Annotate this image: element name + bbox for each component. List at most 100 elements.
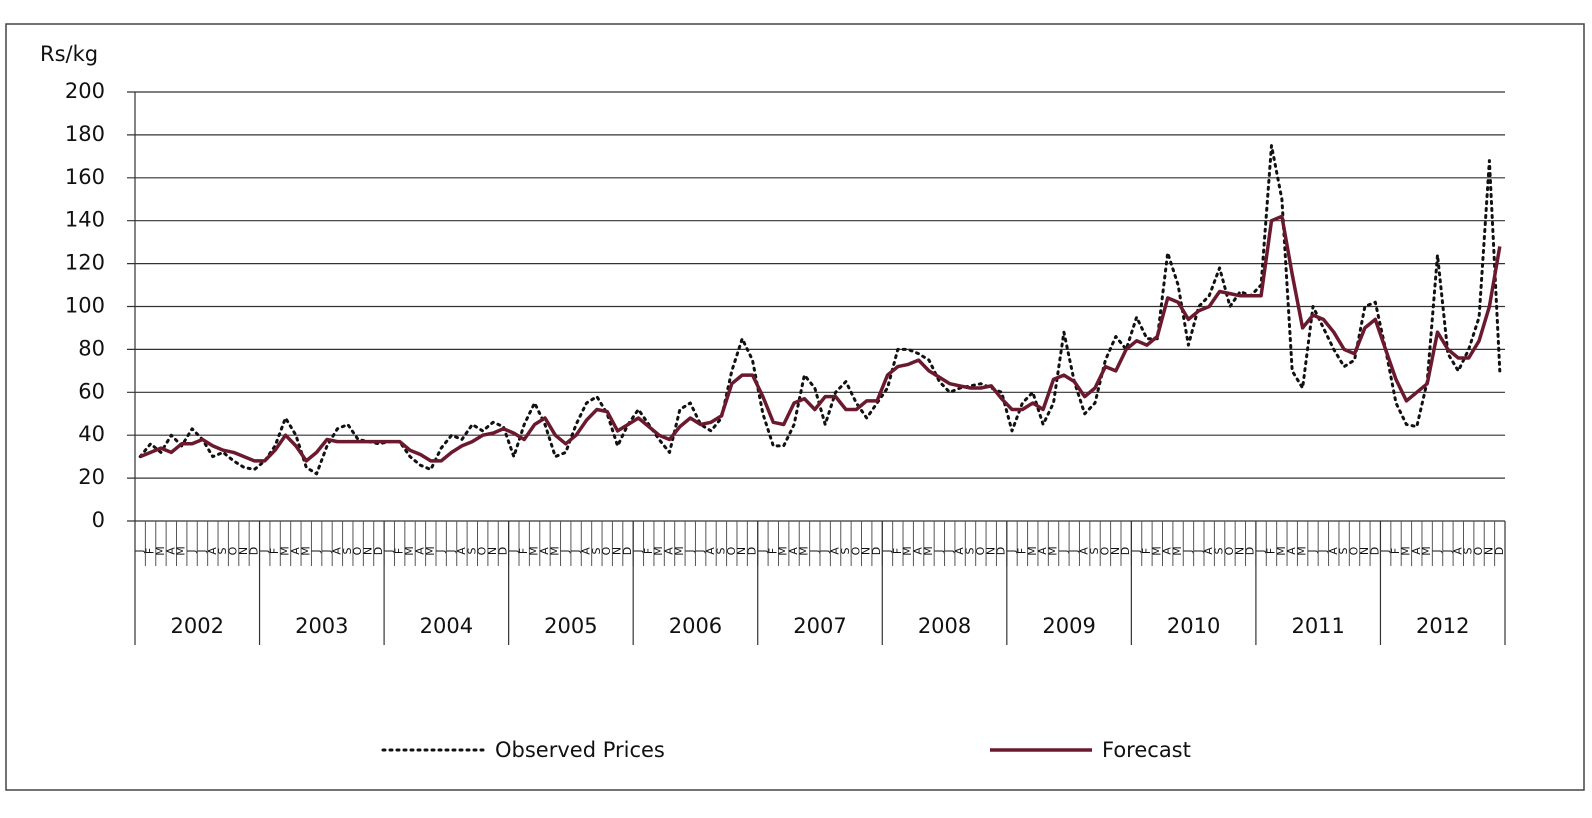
x-tick-label: A [206, 547, 219, 555]
x-tick-label: J [756, 549, 769, 553]
x-tick-label: F [1389, 548, 1402, 554]
x-tick-label: J [133, 549, 146, 553]
x-tick-label: J [310, 549, 323, 553]
x-tick-label: N [735, 547, 748, 555]
x-tick-label: N [362, 547, 375, 555]
x-tick-label: A [1202, 547, 1215, 555]
x-tick-label: A [663, 547, 676, 555]
x-tick-label: J [569, 549, 582, 553]
x-tick-label: J [683, 549, 696, 553]
x-tick-label: F [268, 548, 281, 554]
x-tick-label: N [486, 547, 499, 555]
x-tick-label: S [1337, 547, 1350, 554]
x-tick-label: O [1223, 546, 1236, 555]
x-tick-label: J [1316, 549, 1329, 553]
x-tick-label: J [1306, 549, 1319, 553]
x-tick-label: D [496, 547, 509, 555]
x-tick-label: J [258, 549, 271, 553]
x-tick-label: A [455, 547, 468, 555]
y-tick-label: 40 [78, 422, 105, 446]
x-tick-label: N [1109, 547, 1122, 555]
x-tick-label: A [912, 547, 925, 555]
x-tick-label: A [787, 547, 800, 555]
y-tick-label: 180 [65, 122, 105, 146]
x-tick-label: J [932, 549, 945, 553]
x-tick-label: J [559, 549, 572, 553]
x-tick-label: J [195, 549, 208, 553]
x-tick-label: N [611, 547, 624, 555]
series-line [139, 214, 1502, 463]
x-tick-label: A [1036, 547, 1049, 555]
x-tick-label: O [227, 546, 240, 555]
year-label: 2012 [1416, 614, 1469, 638]
y-axis-label: Rs/kg [40, 42, 98, 66]
x-tick-label: A [953, 547, 966, 555]
x-tick-label: J [1067, 549, 1080, 553]
x-tick-label: A [413, 547, 426, 555]
x-tick-label: O [974, 546, 987, 555]
x-tick-label: F [1140, 548, 1153, 554]
x-tick-label: A [829, 547, 842, 555]
x-tick-label: N [1358, 547, 1371, 555]
x-tick-label: M [1150, 546, 1163, 556]
x-tick-label: M [1047, 546, 1060, 556]
x-tick-label: D [247, 547, 260, 555]
x-tick-label: J [1181, 549, 1194, 553]
x-tick-label: F [144, 548, 157, 554]
x-tick-label: A [1410, 547, 1423, 555]
x-tick-label: S [341, 547, 354, 554]
x-tick-label: A [538, 547, 551, 555]
x-tick-label: O [849, 546, 862, 555]
x-tick-label: J [445, 549, 458, 553]
x-tick-label: M [1171, 546, 1184, 556]
x-tick-label: M [1026, 546, 1039, 556]
y-tick-label: 120 [65, 251, 105, 275]
chart-frame [5, 23, 1585, 791]
y-tick-label: 160 [65, 165, 105, 189]
x-tick-label: J [631, 549, 644, 553]
x-tick-label: S [465, 547, 478, 554]
x-tick-label: M [652, 546, 665, 556]
x-tick-label: M [175, 546, 188, 556]
x-tick-label: O [351, 546, 364, 555]
x-tick-label: F [1264, 548, 1277, 554]
x-tick-label: O [725, 546, 738, 555]
year-label: 2005 [544, 614, 597, 638]
x-tick-label: A [1451, 547, 1464, 555]
x-tick-label: F [517, 548, 530, 554]
x-tick-label: D [995, 547, 1008, 555]
x-tick-label: S [714, 547, 727, 554]
x-tick-label: D [1244, 547, 1257, 555]
x-tick-label: A [1285, 547, 1298, 555]
year-label: 2003 [295, 614, 348, 638]
x-tick-label: M [797, 546, 810, 556]
x-tick-label: S [963, 547, 976, 554]
legend-label: Observed Prices [495, 738, 665, 762]
x-tick-label: J [1057, 549, 1070, 553]
x-tick-label: J [434, 549, 447, 553]
year-label: 2010 [1167, 614, 1220, 638]
x-tick-label: F [393, 548, 406, 554]
x-tick-label: M [154, 546, 167, 556]
x-tick-label: O [600, 546, 613, 555]
x-tick-label: F [766, 548, 779, 554]
x-tick-label: A [1327, 547, 1340, 555]
x-tick-label: M [777, 546, 790, 556]
y-tick-label: 100 [65, 294, 105, 318]
x-tick-label: M [528, 546, 541, 556]
x-tick-label: A [1078, 547, 1091, 555]
y-tick-label: 200 [65, 79, 105, 103]
y-tick-label: 60 [78, 379, 105, 403]
x-tick-label: O [1472, 546, 1485, 555]
x-tick-label: J [1431, 549, 1444, 553]
x-tick-label: S [1088, 547, 1101, 554]
x-tick-label: J [1005, 549, 1018, 553]
x-tick-label: N [1233, 547, 1246, 555]
x-tick-label: M [1420, 546, 1433, 556]
x-tick-label: S [590, 547, 603, 554]
x-tick-label: J [1379, 549, 1392, 553]
x-tick-label: J [185, 549, 198, 553]
x-tick-label: M [1399, 546, 1412, 556]
x-tick-label: J [694, 549, 707, 553]
y-tick-label: 0 [92, 508, 105, 532]
